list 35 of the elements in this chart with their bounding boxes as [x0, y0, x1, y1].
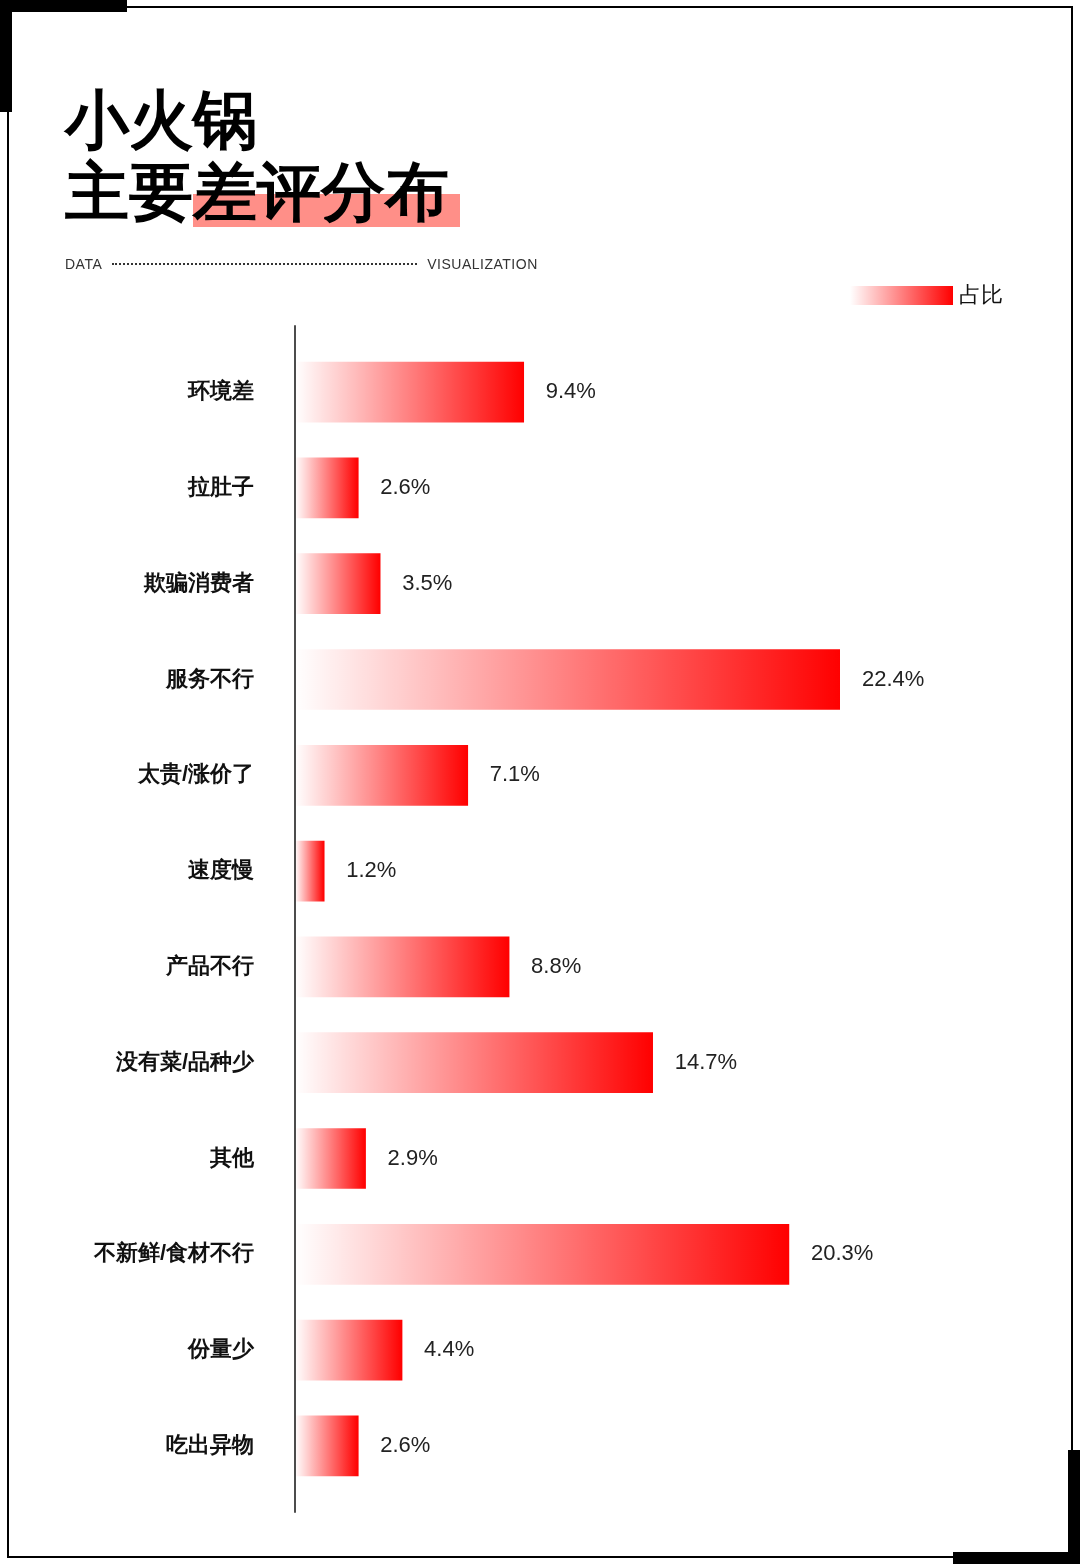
y-tick-label: 服务不行 — [165, 665, 254, 691]
data-label: 4.4% — [424, 1336, 475, 1362]
bar — [295, 840, 325, 902]
data-label: 2.6% — [380, 1431, 431, 1457]
data-label: 2.9% — [387, 1144, 438, 1170]
bar — [295, 1415, 359, 1477]
y-tick-label: 没有菜/品种少 — [114, 1048, 255, 1074]
chart-subtitle: 主要差评分布 — [65, 156, 449, 228]
y-tick-label: 不新鲜/食材不行 — [92, 1240, 254, 1266]
data-label: 20.3% — [810, 1240, 874, 1266]
y-tick-label: 份量少 — [187, 1336, 255, 1362]
data-label: 9.4% — [545, 378, 596, 404]
bar — [295, 1128, 366, 1189]
y-tick-label: 吃出异物 — [166, 1431, 254, 1457]
data-label: 22.4% — [862, 665, 925, 691]
y-tick-label: 拉肚子 — [187, 473, 254, 499]
y-tick-label: 速度慢 — [188, 857, 254, 883]
data-label: 2.6% — [380, 473, 431, 499]
y-tick-label: 环境差 — [187, 378, 254, 404]
text: VISUALIZATION — [427, 256, 538, 272]
bar — [295, 553, 381, 615]
text: DATA — [65, 256, 103, 272]
data-label: 14.7% — [674, 1048, 738, 1074]
data-label: 8.8% — [531, 952, 582, 978]
chart-title: 小火锅 — [65, 84, 257, 156]
y-tick-label: 太贵/涨价了 — [136, 761, 254, 787]
data-label: 3.5% — [402, 569, 453, 595]
bar — [295, 1319, 403, 1381]
y-tick-label: 其他 — [209, 1144, 255, 1170]
y-tick-label: 产品不行 — [165, 952, 254, 978]
legend-label: 占比 — [959, 281, 1003, 309]
y-tick-label: 欺骗消费者 — [143, 569, 254, 595]
bar — [295, 457, 359, 519]
data-label: 1.2% — [346, 857, 397, 883]
data-label: 7.1% — [489, 761, 540, 787]
